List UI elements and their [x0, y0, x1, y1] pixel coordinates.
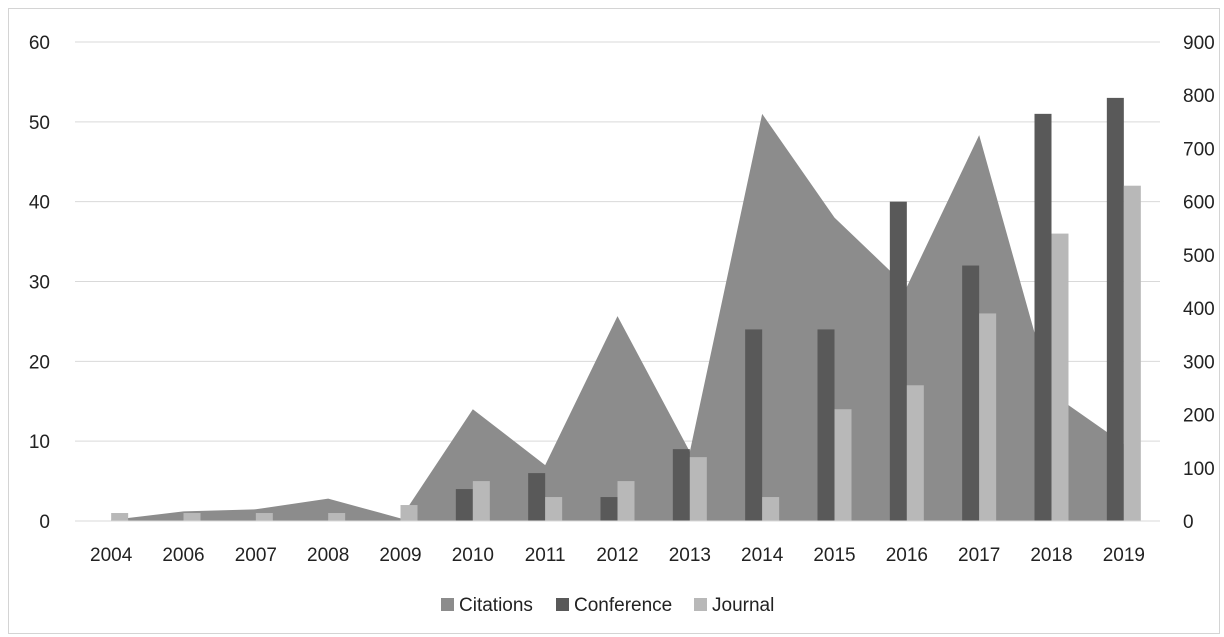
journal-bar — [689, 457, 707, 521]
y-left-tick-label: 20 — [29, 352, 50, 373]
journal-bar — [472, 481, 490, 521]
conference-bar — [889, 201, 907, 521]
journal-bar — [255, 513, 273, 521]
citations-area — [111, 113, 1124, 521]
x-tick-label: 2012 — [596, 545, 638, 566]
x-tick-label: 2007 — [235, 545, 277, 566]
y-right-tick-label: 700 — [1183, 139, 1215, 160]
conference-bar — [1034, 113, 1052, 521]
x-tick-label: 2004 — [90, 545, 133, 566]
legend-label-citations: Citations — [459, 595, 533, 616]
journal-bar — [1123, 185, 1141, 521]
x-tick-label: 2015 — [813, 545, 855, 566]
x-tick-label: 2011 — [525, 545, 566, 566]
journal-bar — [1051, 233, 1069, 521]
y-left-tick-label: 10 — [29, 432, 50, 453]
bar-series — [111, 97, 1141, 521]
journal-bar — [617, 481, 635, 521]
x-tick-label: 2013 — [669, 545, 711, 566]
conference-bar — [962, 265, 980, 521]
y-right-tick-label: 600 — [1183, 193, 1215, 214]
conference-bar — [745, 329, 763, 521]
x-tick-label: 2008 — [307, 545, 349, 566]
x-axis-labels: 2004 2006 2007 2008 2009 2010 2011 2012 2013 2014… — [90, 545, 1145, 566]
legend: Citations Conference Journal — [441, 595, 774, 616]
journal-bar — [111, 513, 129, 521]
journal-bar — [834, 409, 852, 521]
x-tick-label: 2010 — [452, 545, 494, 566]
x-tick-label: 2018 — [1030, 545, 1072, 566]
conference-bar — [528, 473, 546, 521]
y-right-tick-label: 400 — [1183, 299, 1215, 320]
conference-bar — [1106, 97, 1124, 521]
x-tick-label: 2014 — [741, 545, 784, 566]
conference-bar — [672, 449, 690, 521]
x-tick-label: 2006 — [162, 545, 204, 566]
legend-swatch-citations — [441, 598, 454, 611]
journal-bar — [906, 385, 924, 521]
y-axis-left-labels: 0 10 20 30 40 50 60 — [29, 33, 50, 533]
legend-label-journal: Journal — [712, 595, 774, 616]
x-tick-label: 2009 — [379, 545, 421, 566]
y-right-tick-label: 900 — [1183, 33, 1215, 54]
journal-bar — [183, 513, 201, 521]
y-right-tick-label: 500 — [1183, 246, 1215, 267]
y-right-tick-label: 200 — [1183, 406, 1215, 427]
x-tick-label: 2017 — [958, 545, 1000, 566]
y-left-tick-label: 60 — [29, 33, 50, 54]
y-right-tick-label: 0 — [1183, 512, 1194, 533]
legend-label-conference: Conference — [574, 595, 672, 616]
journal-bar — [979, 313, 997, 521]
x-tick-label: 2019 — [1103, 545, 1145, 566]
legend-swatch-conference — [556, 598, 569, 611]
x-tick-label: 2016 — [886, 545, 928, 566]
y-left-tick-label: 50 — [29, 113, 50, 134]
conference-bar — [600, 497, 618, 521]
y-axis-right-labels: 0 100 200 300 400 500 600 700 800 900 — [1183, 33, 1215, 533]
citations-area-shape — [111, 113, 1124, 521]
y-left-tick-label: 30 — [29, 273, 50, 294]
y-right-tick-label: 800 — [1183, 86, 1215, 107]
journal-bar — [400, 505, 418, 521]
legend-swatch-journal — [694, 598, 707, 611]
y-left-tick-label: 40 — [29, 193, 50, 214]
journal-bar — [762, 497, 780, 521]
y-right-tick-label: 100 — [1183, 459, 1215, 480]
conference-bar — [455, 489, 473, 521]
y-left-tick-label: 0 — [39, 512, 50, 533]
y-right-tick-label: 300 — [1183, 352, 1215, 373]
journal-bar — [328, 513, 346, 521]
journal-bar — [545, 497, 563, 521]
conference-bar — [817, 329, 835, 521]
